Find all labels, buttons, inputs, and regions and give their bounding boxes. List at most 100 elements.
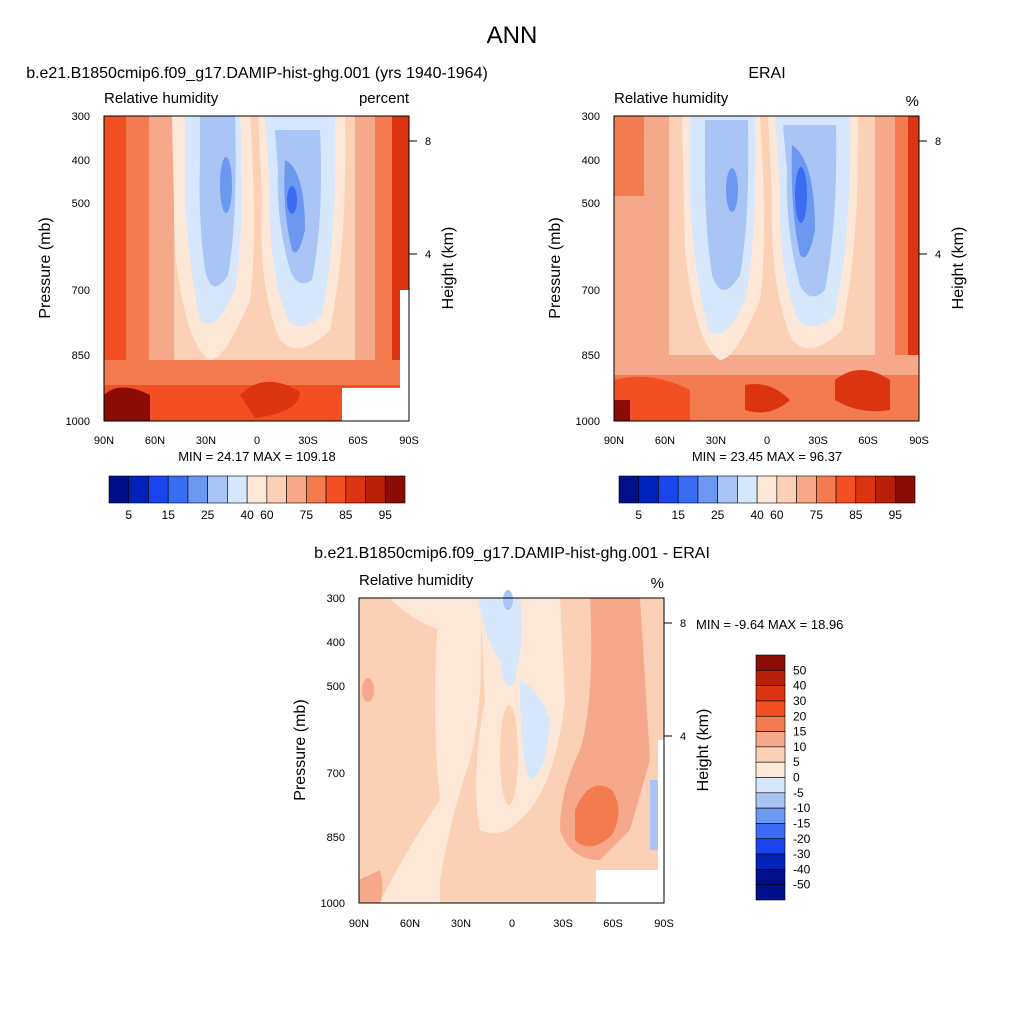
panel-erai-stats: MIN = 23.45 MAX = 96.37 bbox=[692, 449, 842, 464]
colorbar-label: 50 bbox=[793, 663, 807, 677]
colorbar-swatch bbox=[167, 475, 189, 504]
colorbar-swatch bbox=[697, 475, 718, 504]
x-tick-label: 30S bbox=[808, 435, 828, 447]
erai-contour-nh-max bbox=[614, 400, 630, 421]
colorbar-label: 15 bbox=[793, 725, 807, 739]
panel-model-y2-axis: 8 4 Height (km) bbox=[409, 136, 457, 309]
x-tick-label: 60N bbox=[145, 435, 165, 447]
colorbar-swatch bbox=[345, 475, 366, 504]
colorbar-swatch bbox=[325, 475, 347, 504]
colorbar-label: -5 bbox=[793, 786, 804, 800]
x-tick-label: 60S bbox=[348, 435, 368, 447]
colorbar-swatch bbox=[638, 475, 659, 504]
x-tick-label: 90N bbox=[604, 435, 624, 447]
y-tick-label: 300 bbox=[582, 111, 600, 123]
y-tick-label: 700 bbox=[327, 768, 345, 780]
colorbar-swatch bbox=[717, 475, 738, 504]
y-tick-label: 1000 bbox=[66, 416, 90, 428]
diff-contour-eq-positive bbox=[500, 705, 518, 805]
panel-diff-right-label: % bbox=[651, 575, 664, 592]
colorbar-label: -50 bbox=[793, 878, 811, 892]
panel-erai-right-label: % bbox=[906, 93, 919, 110]
x-tick-label: 0 bbox=[764, 435, 770, 447]
colorbar-swatch bbox=[755, 884, 786, 901]
model-contour-nh-polar bbox=[104, 116, 126, 421]
x-tick-label: 90S bbox=[399, 435, 419, 447]
panel-erai-frame bbox=[613, 115, 920, 422]
colorbar-label: 85 bbox=[849, 508, 863, 522]
x-tick-label: 90N bbox=[349, 918, 369, 930]
panel-model-title: b.e21.B1850cmip6.f09_g17.DAMIP-hist-ghg.… bbox=[26, 65, 488, 82]
y-tick-label: 300 bbox=[72, 111, 90, 123]
x-tick-label: 60S bbox=[603, 918, 623, 930]
colorbar-swatch bbox=[618, 475, 640, 504]
y2-tick-label: 8 bbox=[680, 618, 686, 630]
diff-contour-nh-upper-near-zero bbox=[390, 598, 440, 630]
model-topography-mask bbox=[342, 388, 402, 421]
colorbar-swatch bbox=[658, 475, 679, 504]
colorbar-swatch bbox=[755, 715, 786, 732]
panel-diff-stats: MIN = -9.64 MAX = 18.96 bbox=[696, 617, 843, 632]
colorbar-swatch bbox=[755, 838, 786, 855]
colorbar-label: 30 bbox=[793, 694, 807, 708]
colorbar-label: 10 bbox=[793, 740, 807, 754]
colorbar-swatch bbox=[755, 777, 786, 794]
colorbar-swatch bbox=[816, 475, 837, 504]
colorbar-swatch bbox=[894, 475, 916, 504]
y2-tick-label: 8 bbox=[425, 136, 431, 148]
colorbar-swatch bbox=[755, 700, 786, 717]
y2-tick-label: 4 bbox=[425, 249, 431, 261]
erai-contour-sh-bl-max bbox=[835, 370, 890, 412]
colorbar-label: 5 bbox=[635, 508, 642, 522]
colorbar-label: 5 bbox=[125, 508, 132, 522]
x-tick-label: 30N bbox=[196, 435, 216, 447]
colorbar-swatch bbox=[246, 475, 268, 504]
panel-diff-plot bbox=[358, 590, 665, 904]
x-tick-label: 0 bbox=[254, 435, 260, 447]
diff-contour-tropics-negative-mid bbox=[520, 680, 550, 780]
panel-model-y-axis: 300 400 500 700 850 1000 Pressure (mb) bbox=[37, 111, 90, 428]
diff-topography-mask bbox=[596, 870, 660, 903]
panel-diff-y2-axis: 8 4 Height (km) bbox=[664, 618, 712, 791]
colorbar-label: 15 bbox=[672, 508, 686, 522]
panel-erai-colorbar: 5 15 25 40 60 75 85 95 bbox=[618, 475, 916, 522]
colorbar-label: 40 bbox=[750, 508, 764, 522]
colorbar-swatch bbox=[677, 475, 699, 504]
y-tick-label: 400 bbox=[72, 155, 90, 167]
y2-tick-label: 4 bbox=[680, 731, 686, 743]
y-tick-label: 500 bbox=[72, 198, 90, 210]
diff-contour-nh-near-zero bbox=[380, 598, 482, 903]
erai-contour-sh-min bbox=[795, 167, 807, 223]
x-tick-label: 90S bbox=[909, 435, 929, 447]
x-tick-label: 30N bbox=[451, 918, 471, 930]
y2-tick-label: 8 bbox=[935, 136, 941, 148]
diff-contour-upper-min bbox=[503, 590, 513, 610]
y-tick-label: 850 bbox=[582, 350, 600, 362]
x-tick-label: 90N bbox=[94, 435, 114, 447]
colorbar-swatch bbox=[755, 792, 786, 809]
colorbar-swatch bbox=[187, 475, 208, 504]
y-tick-label: 1000 bbox=[321, 898, 345, 910]
y-tick-label: 700 bbox=[582, 285, 600, 297]
panel-diff-x-axis: 90N 60N 30N 0 30S 60S 90S bbox=[349, 918, 674, 930]
panel-model-plot bbox=[103, 115, 410, 422]
colorbar-swatch bbox=[755, 807, 786, 824]
panel-model: b.e21.B1850cmip6.f09_g17.DAMIP-hist-ghg.… bbox=[26, 65, 488, 522]
y-tick-label: 700 bbox=[72, 285, 90, 297]
panel-model-right-label: percent bbox=[359, 90, 410, 107]
erai-contour-nh-upper bbox=[614, 116, 644, 196]
diff-contour-sh-max bbox=[575, 785, 619, 847]
colorbar-swatch bbox=[796, 475, 817, 504]
panel-model-frame bbox=[103, 115, 410, 422]
x-tick-label: 30N bbox=[706, 435, 726, 447]
y-axis-title: Pressure (mb) bbox=[37, 217, 54, 318]
colorbar-label: 95 bbox=[889, 508, 903, 522]
colorbar-label: 40 bbox=[793, 679, 807, 693]
erai-contour-eq-max bbox=[745, 384, 790, 413]
diff-contour-nh-surface bbox=[359, 870, 383, 903]
colorbar-label: 75 bbox=[810, 508, 824, 522]
y-tick-label: 500 bbox=[582, 198, 600, 210]
colorbar-swatch bbox=[108, 475, 130, 504]
colorbar-swatch bbox=[755, 853, 786, 870]
colorbar-swatch bbox=[384, 475, 406, 504]
